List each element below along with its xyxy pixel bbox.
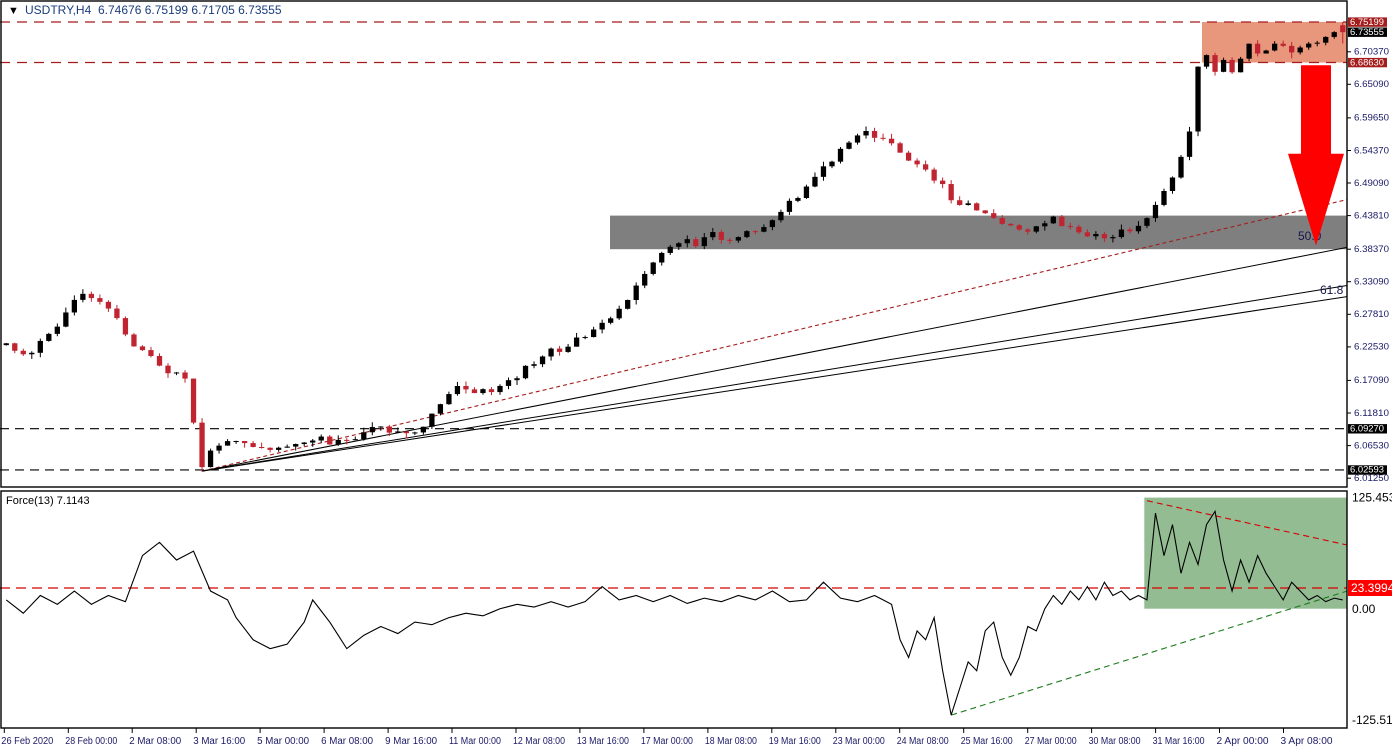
svg-text:6.38370: 6.38370 [1354, 244, 1389, 254]
svg-text:26 Feb 2020: 26 Feb 2020 [1, 736, 53, 747]
svg-text:18 Mar 08:00: 18 Mar 08:00 [705, 736, 757, 747]
svg-text:6.49090: 6.49090 [1354, 178, 1389, 188]
svg-text:6.33090: 6.33090 [1354, 277, 1389, 287]
svg-text:6.06530: 6.06530 [1354, 440, 1389, 450]
svg-text:6.54370: 6.54370 [1354, 145, 1389, 155]
svg-text:6.02593: 6.02593 [1350, 465, 1384, 475]
svg-text:6.75199: 6.75199 [1350, 17, 1384, 27]
svg-text:125.4538: 125.4538 [1352, 491, 1392, 505]
svg-text:27 Mar 00:00: 27 Mar 00:00 [1025, 736, 1077, 747]
svg-text:24 Mar 08:00: 24 Mar 08:00 [897, 736, 949, 747]
svg-text:USDTRY,H4: USDTRY,H4 [25, 3, 92, 17]
svg-text:30 Mar 08:00: 30 Mar 08:00 [1089, 736, 1141, 747]
svg-text:6.43810: 6.43810 [1354, 210, 1389, 220]
svg-text:3 Apr 08:00: 3 Apr 08:00 [1281, 736, 1333, 747]
svg-text:0.00: 0.00 [1352, 602, 1376, 616]
svg-text:12 Mar 08:00: 12 Mar 08:00 [513, 736, 565, 747]
svg-text:2 Mar 08:00: 2 Mar 08:00 [129, 736, 181, 747]
svg-text:6.70370: 6.70370 [1354, 47, 1389, 57]
svg-text:6.74676 6.75199 6.71705 6.7355: 6.74676 6.75199 6.71705 6.73555 [98, 3, 282, 17]
svg-text:61.8: 61.8 [1320, 283, 1344, 297]
svg-text:5 Mar 00:00: 5 Mar 00:00 [257, 736, 309, 747]
svg-text:3 Mar 16:00: 3 Mar 16:00 [193, 736, 245, 747]
svg-text:31 Mar 16:00: 31 Mar 16:00 [1153, 736, 1205, 747]
svg-text:6.11810: 6.11810 [1354, 408, 1389, 418]
svg-text:6.22530: 6.22530 [1354, 342, 1389, 352]
svg-text:6.68630: 6.68630 [1350, 57, 1384, 67]
svg-text:9 Mar 16:00: 9 Mar 16:00 [385, 736, 437, 747]
svg-text:23 Mar 00:00: 23 Mar 00:00 [833, 736, 885, 747]
svg-text:23.3994: 23.3994 [1351, 581, 1392, 595]
svg-text:25 Mar 16:00: 25 Mar 16:00 [961, 736, 1013, 747]
svg-text:6 Mar 08:00: 6 Mar 08:00 [321, 736, 373, 747]
svg-text:▼: ▼ [8, 5, 19, 17]
svg-text:11 Mar 00:00: 11 Mar 00:00 [449, 736, 501, 747]
svg-text:6.17090: 6.17090 [1354, 375, 1389, 385]
svg-text:6.65090: 6.65090 [1354, 79, 1389, 89]
svg-text:6.27810: 6.27810 [1354, 309, 1389, 319]
svg-text:6.73555: 6.73555 [1350, 27, 1384, 37]
svg-text:28 Feb 00:00: 28 Feb 00:00 [65, 736, 117, 747]
svg-text:13 Mar 16:00: 13 Mar 16:00 [577, 736, 629, 747]
svg-text:-125.5168: -125.5168 [1352, 713, 1392, 727]
svg-text:2 Apr 00:00: 2 Apr 00:00 [1217, 736, 1269, 747]
svg-text:19 Mar 16:00: 19 Mar 16:00 [769, 736, 821, 747]
svg-text:6.59650: 6.59650 [1354, 113, 1389, 123]
svg-text:Force(13) 7.1143: Force(13) 7.1143 [6, 495, 90, 507]
svg-text:6.09270: 6.09270 [1350, 424, 1384, 434]
svg-text:17 Mar 00:00: 17 Mar 00:00 [641, 736, 693, 747]
